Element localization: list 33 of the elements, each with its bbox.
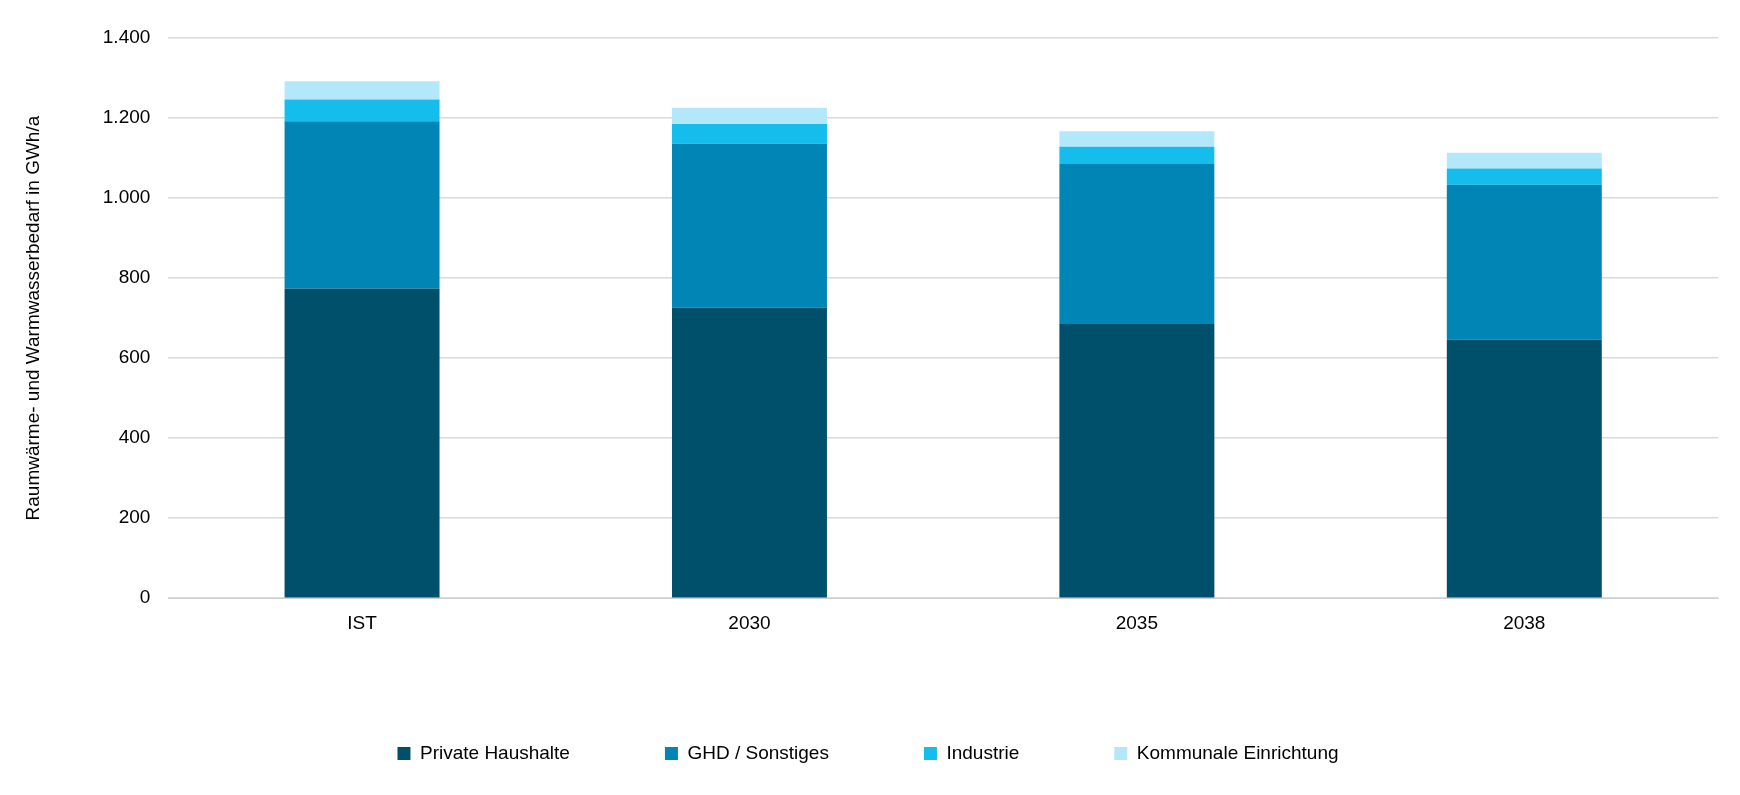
y-tick-label: 1.000 [102, 186, 151, 208]
bar [284, 121, 440, 289]
bar [1446, 152, 1602, 169]
y-tick-label: 400 [118, 426, 151, 448]
bar [1446, 339, 1602, 598]
bar [284, 99, 440, 122]
bar [671, 143, 827, 308]
bar [671, 124, 827, 144]
bar [1446, 184, 1602, 340]
bar [671, 107, 827, 125]
bar [1059, 131, 1215, 147]
bar [671, 307, 827, 598]
bar [1059, 324, 1215, 598]
bar [284, 81, 440, 100]
x-tick-label: 2035 [1115, 611, 1159, 633]
y-tick-label: 1.400 [102, 26, 151, 48]
x-tick-label: 2030 [728, 611, 771, 633]
legend-label: Private Haushalte [419, 741, 570, 763]
y-tick-label: 1.200 [102, 106, 151, 128]
y-axis-title: Raumwärme- und Warmwasserbedarf in GWh/a [21, 115, 43, 521]
legend-label: Kommunale Einrichtung [1136, 741, 1339, 763]
y-tick-label: 600 [118, 346, 151, 368]
bar [284, 288, 440, 598]
bar [1059, 164, 1215, 325]
bar [1446, 168, 1602, 185]
y-tick-label: 800 [118, 266, 151, 288]
x-tick-label: 2038 [1503, 611, 1546, 633]
bar [1059, 146, 1215, 165]
y-tick-label: 0 [139, 586, 151, 608]
y-tick-label: 200 [118, 506, 151, 528]
legend-label: Industrie [946, 741, 1020, 763]
x-tick-label: IST [347, 611, 378, 633]
legend-label: GHD / Sonstiges [687, 741, 829, 763]
